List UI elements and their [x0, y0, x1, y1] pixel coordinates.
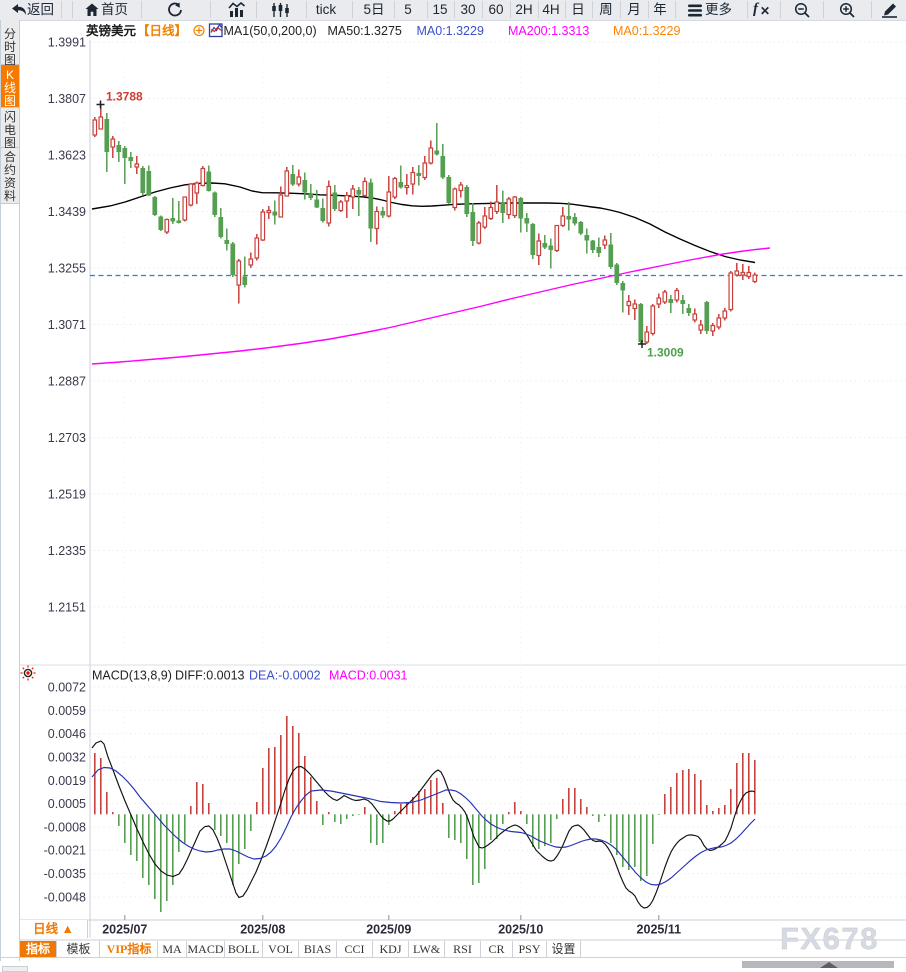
svg-text:1.2335: 1.2335 — [48, 544, 86, 558]
svg-text:1.3788: 1.3788 — [106, 90, 143, 104]
svg-text:1.3255: 1.3255 — [48, 262, 86, 276]
svg-text:1.3623: 1.3623 — [48, 149, 86, 163]
svg-text:1.2519: 1.2519 — [48, 488, 86, 502]
svg-text:0.0032: 0.0032 — [48, 751, 86, 765]
svg-text:0.0046: 0.0046 — [48, 727, 86, 741]
svg-text:0.0005: 0.0005 — [48, 797, 86, 811]
svg-text:2025/09: 2025/09 — [366, 923, 411, 937]
svg-text:1.2887: 1.2887 — [48, 375, 86, 389]
svg-text:-0.0035: -0.0035 — [44, 867, 86, 881]
svg-text:MA0:1.3229: MA0:1.3229 — [417, 24, 484, 38]
svg-text:0.0072: 0.0072 — [48, 681, 86, 695]
svg-text:0.0019: 0.0019 — [48, 774, 86, 788]
svg-text:MA0:1.3229: MA0:1.3229 — [613, 24, 680, 38]
svg-text:英镑美元: 英镑美元 — [86, 23, 137, 38]
svg-text:1.2703: 1.2703 — [48, 431, 86, 445]
svg-text:FX678: FX678 — [780, 921, 879, 956]
svg-text:1.3071: 1.3071 — [48, 318, 86, 332]
svg-text:MA200:1.3313: MA200:1.3313 — [508, 24, 589, 38]
svg-text:-0.0008: -0.0008 — [44, 820, 86, 834]
svg-text:2025/11: 2025/11 — [637, 923, 682, 937]
svg-text:1.3807: 1.3807 — [48, 92, 86, 106]
svg-text:-0.0021: -0.0021 — [44, 844, 86, 858]
svg-text:MA1(50,0,200,0): MA1(50,0,200,0) — [224, 24, 317, 38]
svg-text:【日线】: 【日线】 — [137, 23, 187, 38]
svg-text:1.2151: 1.2151 — [48, 601, 86, 615]
svg-text:1.3009: 1.3009 — [647, 346, 684, 360]
svg-text:2025/07: 2025/07 — [102, 923, 147, 937]
svg-text:MACD(13,8,9): MACD(13,8,9) — [92, 669, 172, 683]
svg-text:2025/10: 2025/10 — [498, 923, 543, 937]
svg-text:0.0059: 0.0059 — [48, 704, 86, 718]
svg-text:DEA:-0.0002: DEA:-0.0002 — [249, 669, 321, 683]
svg-text:1.3439: 1.3439 — [48, 205, 86, 219]
svg-text:MACD:0.0031: MACD:0.0031 — [329, 669, 408, 683]
svg-text:-0.0048: -0.0048 — [44, 890, 86, 904]
svg-text:DIFF:0.0013: DIFF:0.0013 — [175, 669, 245, 683]
svg-text:2025/08: 2025/08 — [240, 923, 285, 937]
svg-text:1.3991: 1.3991 — [48, 36, 86, 50]
svg-text:MA50:1.3275: MA50:1.3275 — [328, 24, 402, 38]
